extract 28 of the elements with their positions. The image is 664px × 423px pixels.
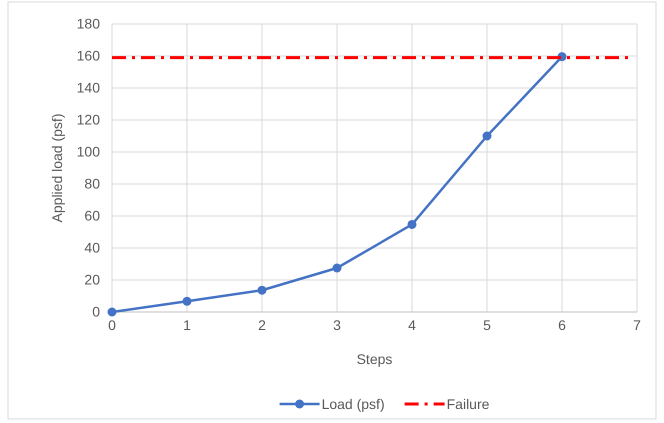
x-tick-label: 4	[408, 316, 416, 333]
x-tick-label: 2	[258, 316, 266, 333]
x-tick-label: 6	[558, 316, 566, 333]
y-axis-title: Applied load (psf)	[49, 114, 65, 222]
x-tick-label: 1	[183, 316, 192, 333]
y-tick-label: 140	[76, 79, 100, 96]
legend-label: Failure	[446, 396, 490, 412]
x-tick-label: 5	[483, 316, 492, 333]
y-tick-label: 100	[76, 143, 100, 160]
point	[332, 264, 342, 272]
y-tick-label: 20	[84, 271, 100, 288]
point	[482, 132, 492, 140]
y-tick-label: 60	[84, 207, 100, 224]
point	[408, 220, 416, 229]
point	[258, 286, 266, 295]
x-tick-label: 0	[108, 316, 116, 333]
point	[108, 308, 116, 316]
x-tick-label: 7	[633, 316, 642, 333]
y-tick-label: 160	[76, 47, 100, 64]
x-axis-title: Steps	[356, 351, 392, 367]
y-tick-label: 0	[92, 303, 100, 320]
y-tick-label: 80	[84, 175, 100, 192]
y-tick-label: 180	[76, 15, 100, 32]
legend-label: Load (psf)	[322, 396, 385, 412]
point	[182, 296, 192, 306]
y-tick-label: 120	[76, 111, 100, 128]
x-tick-label: 3	[333, 316, 342, 333]
y-tick-label: 40	[84, 239, 100, 256]
